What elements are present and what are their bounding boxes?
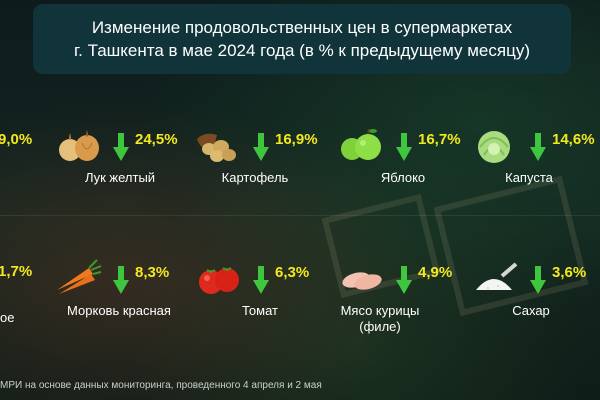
- product-item: 8,3% Морковь красная: [55, 258, 175, 348]
- percent-value: 3,6%: [552, 264, 587, 281]
- down-arrow-icon: [253, 266, 269, 294]
- product-label: Сахар: [512, 303, 550, 318]
- product-label: Морковь красная: [67, 303, 171, 318]
- percent-value: 14,6%: [552, 131, 595, 148]
- row-divider: [0, 215, 600, 216]
- title-line-1: Изменение продовольственных цен в суперм…: [91, 18, 513, 37]
- partial-percent: 1,7%: [0, 263, 33, 280]
- onion-icon: [59, 130, 99, 161]
- title-line-2: г. Ташкента в мае 2024 года (в % к преды…: [74, 41, 530, 60]
- percent-value: 24,5%: [135, 131, 178, 148]
- source-note: МРИ на основе данных мониторинга, провед…: [0, 380, 322, 391]
- partial-label: ое: [0, 310, 15, 325]
- percent-value: 4,9%: [418, 264, 453, 281]
- chicken-icon: [342, 272, 382, 290]
- tomato-icon: [199, 267, 239, 294]
- down-arrow-icon: [253, 133, 269, 161]
- apple-icon: [341, 128, 381, 160]
- product-item: 6,3% Томат: [195, 258, 315, 348]
- product-label: Томат: [242, 303, 278, 318]
- product-label: Яблоко: [380, 170, 426, 185]
- percent-value: 16,9%: [275, 131, 318, 148]
- title-banner: Изменение продовольственных цен в суперм…: [33, 4, 571, 74]
- down-arrow-icon: [396, 133, 412, 161]
- percent-value: 16,7%: [418, 131, 461, 148]
- product-item: 16,7% Яблоко: [338, 125, 461, 215]
- down-arrow-icon: [530, 133, 546, 161]
- percent-value: 8,3%: [135, 264, 170, 281]
- partial-percent: 9,0%: [0, 131, 33, 148]
- potato-icon: [197, 133, 236, 162]
- product-item: 24,5% Лук желтый: [55, 125, 178, 215]
- percent-value: 6,3%: [275, 264, 310, 281]
- down-arrow-icon: [530, 266, 546, 294]
- product-label: Мясо курицы (филе): [340, 303, 420, 334]
- down-arrow-icon: [113, 133, 129, 161]
- carrot-icon: [57, 259, 102, 294]
- down-arrow-icon: [113, 266, 129, 294]
- cabbage-icon: [478, 131, 510, 163]
- sugar-icon: [476, 262, 518, 290]
- product-label: Лук желтый: [84, 170, 156, 185]
- product-label: Картофель: [221, 170, 289, 185]
- product-item: 4,9% Мясо курицы (филе): [338, 258, 458, 348]
- product-label: Капуста: [505, 170, 553, 185]
- product-item: 16,9% Картофель: [195, 125, 318, 215]
- product-item: 3,6% Сахар: [472, 258, 592, 348]
- down-arrow-icon: [396, 266, 412, 294]
- product-item: 14,6% Капуста: [472, 125, 595, 215]
